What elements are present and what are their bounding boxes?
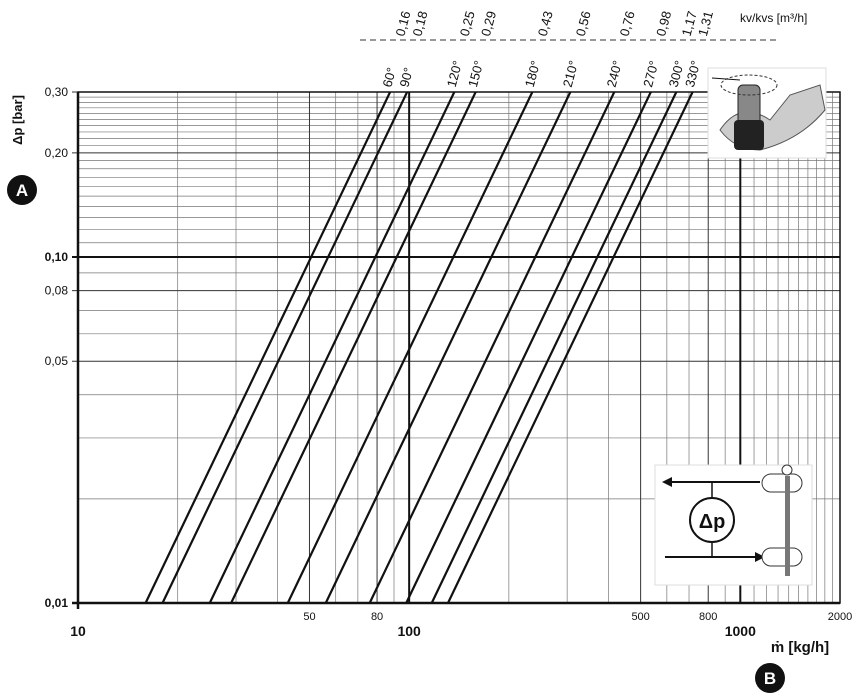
badge-b [755, 663, 785, 693]
x-tick-label: 50 [303, 611, 315, 623]
series-name: 60° [380, 66, 400, 89]
series-name: 330° [682, 59, 703, 89]
x-tick-label: 1000 [725, 623, 756, 639]
kv-label: 0,43 [535, 9, 556, 37]
y-tick-label: 0,01 [45, 596, 69, 610]
badge-a [7, 175, 37, 205]
y-tick-label: 0,20 [45, 146, 69, 160]
kv-label: 0,76 [617, 9, 638, 37]
curve [324, 91, 572, 604]
curve [368, 91, 616, 604]
curve [430, 91, 678, 604]
y-tick-label: 0,30 [45, 85, 69, 99]
dp-schematic [654, 464, 813, 586]
y-tick-label: 0,05 [45, 354, 69, 368]
y-tick-label: 0,08 [45, 284, 69, 298]
kv-label: 1,17 [679, 9, 700, 37]
series-name: 90° [397, 66, 417, 89]
kv-label: 0,98 [653, 9, 674, 37]
kv-label: 0,25 [457, 9, 478, 37]
badge-a-text: A [16, 181, 28, 200]
x-tick-label: 2000 [828, 611, 852, 623]
x-tick-label: 80 [371, 611, 383, 623]
series-name: 300° [666, 59, 687, 89]
x-tick-label: 10 [70, 623, 86, 639]
y-tick-label: 0,10 [45, 250, 69, 264]
kv-label: 0,16 [393, 9, 414, 37]
series-name: 240° [604, 59, 625, 89]
x-tick-label: 100 [397, 623, 421, 639]
kv-label: 0,18 [410, 9, 431, 37]
curve [208, 91, 456, 604]
kv-title: kv/kvs [m³/h] [740, 11, 807, 25]
curve [161, 91, 409, 604]
badge-b-text: B [764, 669, 776, 688]
valve-photo [707, 67, 827, 159]
series-name: 120° [444, 59, 465, 89]
curve [286, 91, 534, 604]
series-name: 210° [560, 59, 581, 89]
y-axis-label: Δp [bar] [10, 95, 25, 145]
curve [405, 91, 652, 604]
curve [144, 91, 392, 604]
curves [144, 91, 694, 604]
kv-label: 1,31 [695, 9, 716, 37]
kv-label: 0,56 [573, 9, 594, 37]
series-name: 150° [465, 59, 486, 89]
kv-label: 0,29 [478, 9, 499, 37]
curve [446, 91, 694, 604]
x-tick-label: 500 [631, 611, 649, 623]
series-name: 180° [522, 59, 543, 89]
series-name: 270° [640, 59, 661, 89]
x-tick-label: 800 [699, 611, 717, 623]
curve [230, 91, 477, 604]
dp-label: Δp [699, 511, 726, 533]
x-axis-label: ṁ [kg/h] [771, 639, 829, 656]
